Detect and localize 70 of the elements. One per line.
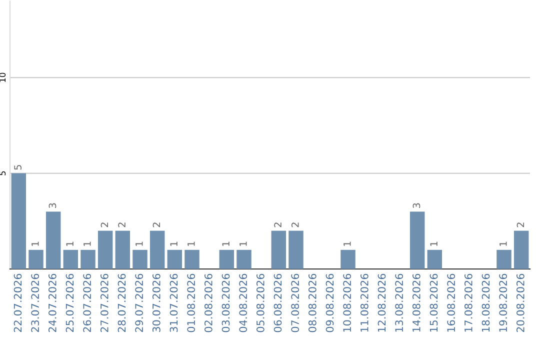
data-label: 1 — [170, 242, 178, 246]
data-label: 1 — [430, 242, 438, 246]
bar — [80, 250, 96, 269]
x-tick-label: 18.08.2026 — [482, 274, 490, 332]
data-label: 2 — [118, 222, 126, 228]
bar — [11, 173, 26, 269]
data-label: 1 — [344, 242, 351, 246]
x-tick-label: 25.07.2026 — [66, 274, 74, 332]
data-label: 1 — [84, 242, 91, 246]
data-label: 1 — [222, 242, 230, 246]
x-tick-label: 15.08.2026 — [430, 274, 438, 332]
bar — [167, 250, 182, 269]
x-tick-label: 08.08.2026 — [308, 274, 316, 332]
bar — [132, 250, 148, 269]
x-tick-label: 04.08.2026 — [239, 274, 248, 332]
data-label: 1 — [240, 242, 247, 246]
bar — [219, 250, 234, 269]
data-label: 1 — [500, 242, 507, 246]
x-tick-label: 05.08.2026 — [256, 274, 264, 332]
bar — [150, 230, 165, 269]
x-tick-label: 27.07.2026 — [100, 274, 108, 332]
data-label: 2 — [274, 222, 282, 228]
bar — [115, 230, 130, 269]
x-tick-label: 19.08.2026 — [499, 274, 508, 332]
x-tick-label: 09.08.2026 — [326, 274, 334, 332]
x-tick-label: 24.07.2026 — [48, 274, 56, 332]
bar — [410, 212, 425, 269]
x-tick-label: 10.08.2026 — [343, 274, 352, 332]
bar — [340, 250, 356, 269]
bar — [271, 230, 286, 269]
data-label: 2 — [516, 222, 524, 228]
data-label: 1 — [136, 242, 143, 246]
bar — [184, 250, 200, 269]
x-tick-label: 13.08.2026 — [395, 274, 404, 332]
data-label: 2 — [152, 222, 160, 228]
x-tick-label: 03.08.2026 — [222, 274, 230, 332]
x-tick-label: 02.08.2026 — [204, 274, 212, 332]
x-tick-label: 11.08.2026 — [360, 274, 368, 332]
bar — [496, 250, 512, 269]
x-tick-label: 30.07.2026 — [152, 274, 160, 332]
bar — [63, 250, 78, 269]
data-label: 3 — [412, 203, 420, 208]
data-label: 1 — [188, 242, 195, 246]
data-label: 1 — [66, 242, 74, 246]
data-label: 2 — [100, 222, 108, 228]
bar — [288, 230, 304, 269]
x-tick-label: 14.08.2026 — [412, 274, 420, 332]
data-label: 2 — [291, 222, 299, 228]
x-tick-label: 16.08.2026 — [447, 274, 456, 332]
data-label: 1 — [32, 242, 39, 246]
bar — [514, 230, 529, 269]
x-tick-label: 07.08.2026 — [291, 274, 300, 332]
x-tick-label: 26.07.2026 — [83, 274, 92, 332]
bar — [28, 250, 44, 269]
bar — [98, 230, 113, 269]
bar — [46, 212, 61, 269]
x-tick-label: 20.08.2026 — [516, 274, 524, 332]
data-label: 3 — [48, 203, 56, 208]
x-tick-label: 12.08.2026 — [378, 274, 386, 332]
bar — [427, 250, 442, 269]
x-tick-label: 06.08.2026 — [274, 274, 282, 332]
x-tick-label: 23.07.2026 — [31, 274, 40, 332]
x-tick-label: 17.08.2026 — [464, 274, 472, 332]
bar — [236, 250, 252, 269]
x-tick-label: 31.07.2026 — [170, 274, 178, 332]
x-tick-label: 22.07.2026 — [14, 274, 22, 332]
x-tick-label: 29.07.2026 — [135, 274, 144, 332]
data-label: 5 — [14, 165, 22, 170]
x-tick-label: 28.07.2026 — [118, 274, 126, 332]
x-tick-label: 01.08.2026 — [187, 274, 196, 332]
